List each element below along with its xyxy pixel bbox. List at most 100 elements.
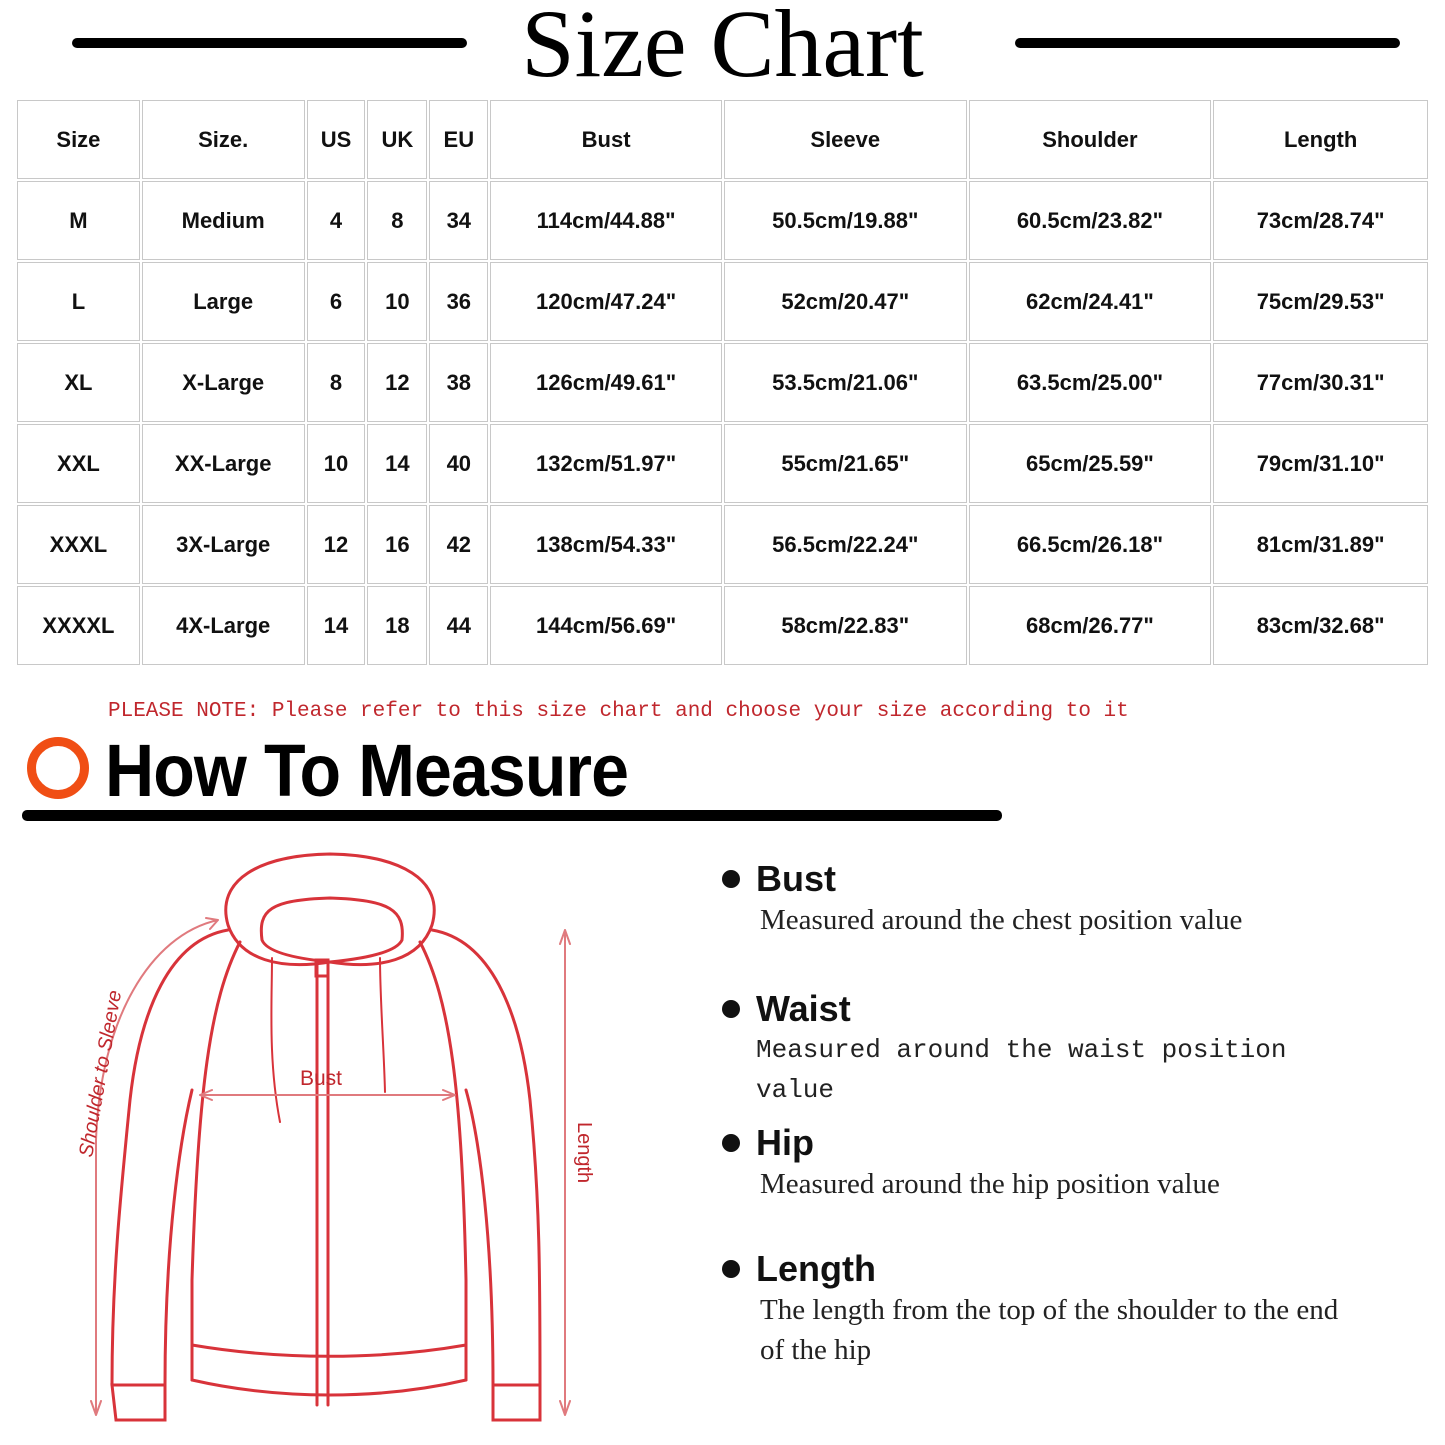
table-cell: 10 (367, 262, 428, 341)
table-cell: 8 (367, 181, 428, 260)
table-cell: 53.5cm/21.06" (723, 343, 967, 422)
table-cell: 8 (306, 343, 366, 422)
table-cell: 44 (429, 586, 489, 665)
page-title: Size Chart (521, 0, 924, 97)
table-cell: 79cm/31.10" (1213, 424, 1428, 503)
table-cell: UK (367, 100, 428, 179)
table-cell: XXXXL (17, 586, 140, 665)
table-cell: 83cm/32.68" (1213, 586, 1428, 665)
table-cell: 56.5cm/22.24" (723, 505, 967, 584)
title-rule-left (72, 38, 467, 48)
sleeve-inner-left (163, 1088, 194, 1387)
zipper-pull (314, 958, 330, 978)
size-table: Size Size. US UK EU Bust Sleeve Shoulder Length M… (15, 98, 1430, 667)
table-row: L Large 6 10 36 120cm/47.24" 52cm/20.47" 62cm/2… (17, 262, 1428, 341)
table-cell: 52cm/20.47" (723, 262, 967, 341)
table-cell: 126cm/49.61" (490, 343, 722, 422)
table-cell: 63.5cm/25.00" (968, 343, 1212, 422)
table-cell: 14 (367, 424, 428, 503)
table-cell: Length (1213, 100, 1428, 179)
measure-item-hip: Hip Measured around the hip position val… (722, 1122, 1340, 1204)
circle-bullet-icon (27, 737, 89, 799)
table-row: M Medium 4 8 34 114cm/44.88" 50.5cm/19.88" 60.5… (17, 181, 1428, 260)
title-rule-right (1015, 38, 1400, 48)
table-cell: 55cm/21.65" (723, 424, 967, 503)
sleeve-inner-right (464, 1088, 495, 1387)
table-cell: Shoulder (968, 100, 1212, 179)
how-to-measure-heading: How To Measure (105, 729, 629, 812)
bust-arrow (199, 1089, 456, 1101)
table-row: XXXL 3X-Large 12 16 42 138cm/54.33" 56.5cm/22.… (17, 505, 1428, 584)
table-cell: 3X-Large (141, 505, 305, 584)
zipper (315, 960, 330, 1407)
table-cell: EU (429, 100, 489, 179)
body-left (110, 928, 230, 1387)
table-cell: X-Large (141, 343, 305, 422)
table-cell: XX-Large (141, 424, 305, 503)
cuff-right (491, 1383, 542, 1422)
table-cell: 10 (306, 424, 366, 503)
table-cell: 73cm/28.74" (1213, 181, 1428, 260)
table-cell: Sleeve (723, 100, 967, 179)
table-row: XXXXL 4X-Large 14 18 44 144cm/56.69" 58cm/22.8… (17, 586, 1428, 665)
table-cell: 81cm/31.89" (1213, 505, 1428, 584)
table-cell: 120cm/47.24" (490, 262, 722, 341)
armhole-left (190, 940, 242, 1382)
table-cell: 65cm/25.59" (968, 424, 1212, 503)
drawstrings (270, 957, 386, 1123)
table-cell: 68cm/26.77" (968, 586, 1212, 665)
table-cell: XXXL (17, 505, 140, 584)
table-cell: 12 (306, 505, 366, 584)
table-row: XXL XX-Large 10 14 40 132cm/51.97" 55cm/21.65"… (17, 424, 1428, 503)
table-cell: 4X-Large (141, 586, 305, 665)
hood-outline (224, 852, 436, 967)
table-cell: 75cm/29.53" (1213, 262, 1428, 341)
table-cell: 42 (429, 505, 489, 584)
sleeve-arrow (90, 917, 219, 1416)
table-cell: Medium (141, 181, 305, 260)
length-label: Length (573, 1122, 595, 1183)
bullet-icon (722, 1000, 740, 1018)
bullet-icon (722, 1134, 740, 1152)
table-cell: Bust (490, 100, 722, 179)
table-row: XL X-Large 8 12 38 126cm/49.61" 53.5cm/21.06" 6… (17, 343, 1428, 422)
bullet-icon (722, 1260, 740, 1278)
hood-inner (259, 896, 404, 964)
table-cell: Size (17, 100, 140, 179)
table-cell: XXL (17, 424, 140, 503)
cuff-left (110, 1383, 167, 1422)
hem-band (190, 1343, 468, 1397)
table-cell: 60.5cm/23.82" (968, 181, 1212, 260)
measure-item-bust: Bust Measured around the chest position … (722, 858, 1340, 940)
table-cell: 66.5cm/26.18" (968, 505, 1212, 584)
measure-item-waist: Waist Measured around the waist position… (722, 988, 1336, 1110)
table-cell: 14 (306, 586, 366, 665)
table-cell: 132cm/51.97" (490, 424, 722, 503)
table-cell: L (17, 262, 140, 341)
table-cell: Large (141, 262, 305, 341)
table-cell: 36 (429, 262, 489, 341)
table-cell: 138cm/54.33" (490, 505, 722, 584)
table-cell: 34 (429, 181, 489, 260)
table-cell: 58cm/22.83" (723, 586, 967, 665)
table-cell: 16 (367, 505, 428, 584)
heading-rule (22, 810, 1002, 821)
table-cell: 62cm/24.41" (968, 262, 1212, 341)
hoodie-diagram: Bust Length Shoulder to Sleeve (75, 852, 595, 1422)
table-cell: XL (17, 343, 140, 422)
sleeve-label: Shoulder to Sleeve (75, 989, 126, 1159)
table-cell: 50.5cm/19.88" (723, 181, 967, 260)
table-cell: 40 (429, 424, 489, 503)
measure-item-length: Length The length from the top of the sh… (722, 1248, 1340, 1370)
table-cell: 12 (367, 343, 428, 422)
table-cell: 6 (306, 262, 366, 341)
please-note: PLEASE NOTE: Please refer to this size c… (108, 700, 1129, 723)
table-cell: US (306, 100, 366, 179)
table-cell: Size. (141, 100, 305, 179)
body-right (430, 928, 542, 1387)
table-cell: 144cm/56.69" (490, 586, 722, 665)
armhole-right (418, 940, 468, 1382)
table-cell: 4 (306, 181, 366, 260)
table-cell: 38 (429, 343, 489, 422)
